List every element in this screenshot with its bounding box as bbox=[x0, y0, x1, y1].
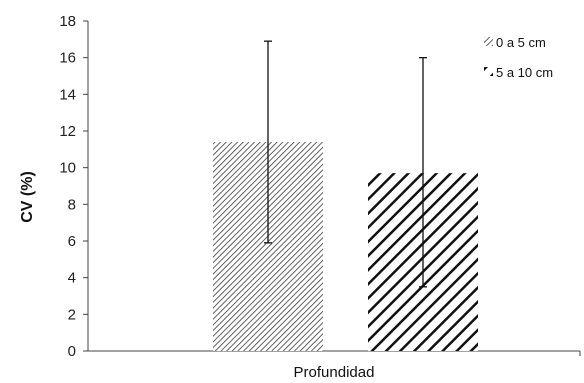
legend: 0 a 5 cm 5 a 10 cm bbox=[484, 35, 553, 80]
x-axis-title: Profundidad bbox=[294, 364, 375, 381]
y-tick-label: 14 bbox=[59, 86, 76, 103]
y-tick-label: 2 bbox=[68, 306, 76, 323]
y-tick-label: 10 bbox=[59, 160, 76, 177]
y-axis-title: CV (%) bbox=[19, 171, 36, 223]
bars bbox=[213, 40, 478, 351]
y-tick-label: 8 bbox=[68, 196, 76, 213]
legend-swatch bbox=[484, 67, 493, 76]
legend-label: 0 a 5 cm bbox=[496, 35, 546, 50]
y-tick-label: 18 bbox=[59, 13, 76, 30]
y-tick-label: 6 bbox=[68, 233, 76, 250]
y-tick-label: 16 bbox=[59, 50, 76, 67]
y-axis: 0 2 4 6 8 10 12 14 16 18 bbox=[59, 13, 89, 360]
y-tick-label: 12 bbox=[59, 123, 76, 140]
y-tick-label: 0 bbox=[68, 343, 76, 360]
x-axis bbox=[88, 350, 581, 356]
y-tick-label: 4 bbox=[68, 270, 76, 287]
legend-swatch bbox=[484, 37, 493, 46]
legend-label: 5 a 10 cm bbox=[496, 65, 553, 80]
